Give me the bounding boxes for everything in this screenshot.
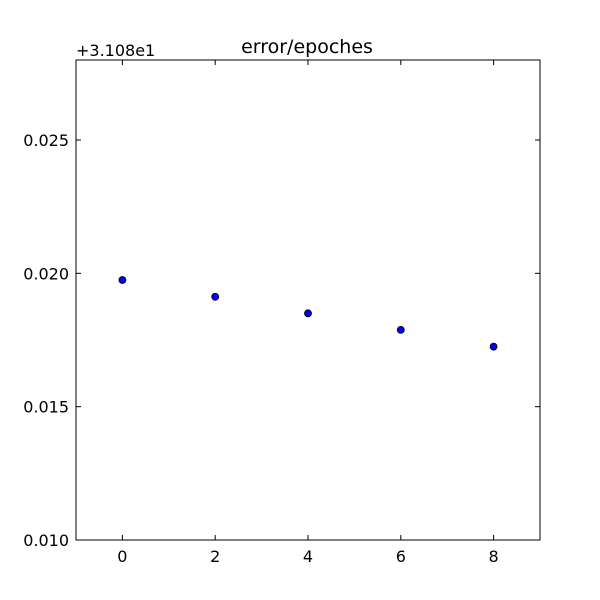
- plot-frame: [75, 59, 541, 541]
- y-tick-label: 0.025: [23, 131, 69, 150]
- ticks-layer: 0 2 4 6 8 0.010 0.015 0.020 0.025: [23, 60, 540, 566]
- data-point: [211, 292, 220, 301]
- data-point: [118, 276, 127, 284]
- points-layer: [118, 276, 498, 351]
- chart-title: error/epoches: [241, 36, 373, 58]
- y-tick-label: 0.015: [23, 398, 69, 417]
- x-tick-label: 6: [396, 547, 406, 566]
- x-tick-label: 8: [489, 547, 499, 566]
- x-tick-label: 2: [210, 547, 220, 566]
- y-tick-label: 0.020: [23, 264, 69, 283]
- data-point: [396, 325, 405, 334]
- data-point: [489, 342, 498, 351]
- y-tick-label: 0.010: [23, 531, 69, 550]
- y-offset-label: +3.108e1: [76, 41, 155, 60]
- data-point: [304, 309, 312, 318]
- x-tick-label: 4: [303, 547, 313, 566]
- x-tick-label: 0: [117, 547, 127, 566]
